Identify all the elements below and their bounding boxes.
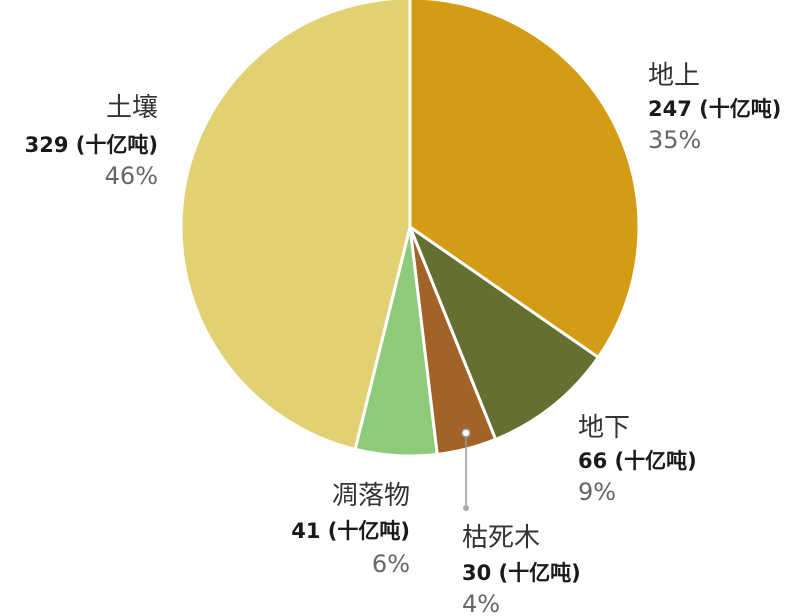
- slice-label-value: 329 (十亿吨): [25, 133, 158, 157]
- slice-belowground: [408, 225, 600, 441]
- label-aboveground: 地上 247 (十亿吨) 35%: [648, 61, 781, 154]
- slice-label-value: 30 (十亿吨): [462, 561, 581, 585]
- slice-label-value: 66 (十亿吨): [578, 449, 697, 473]
- callout-dot-outer: [463, 505, 469, 511]
- deadwood-callout: [461, 428, 471, 511]
- slice-label-percent: 46%: [105, 162, 158, 190]
- pie-slices: [179, 0, 641, 458]
- slice-label-percent: 35%: [648, 126, 701, 154]
- slice-soil: [179, 0, 412, 451]
- slice-label-percent: 9%: [578, 478, 616, 506]
- slice-label-value: 247 (十亿吨): [648, 97, 781, 121]
- slice-label-value: 41 (十亿吨): [291, 519, 410, 543]
- slice-label-percent: 6%: [372, 550, 410, 578]
- slice-label-name: 枯死木: [462, 523, 540, 553]
- slice-label-percent: 4%: [462, 590, 500, 616]
- label-deadwood: 枯死木 30 (十亿吨) 4%: [462, 523, 581, 616]
- slice-aboveground: [408, 0, 641, 359]
- label-soil: 土壤 329 (十亿吨) 46%: [25, 93, 158, 190]
- callout-dot-inner: [461, 428, 471, 438]
- label-litter: 凋落物 41 (十亿吨) 6%: [291, 481, 410, 578]
- slice-label-name: 地上: [648, 61, 700, 91]
- slice-label-name: 凋落物: [332, 481, 410, 511]
- slice-label-name: 地下: [578, 413, 630, 443]
- slice-label-name: 土壤: [106, 93, 158, 123]
- label-belowground: 地下 66 (十亿吨) 9%: [578, 413, 697, 506]
